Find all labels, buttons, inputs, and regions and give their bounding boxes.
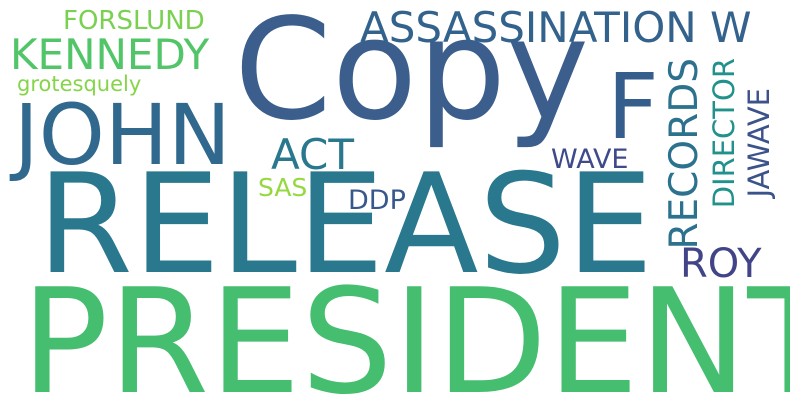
word-jawave: JAWAVE xyxy=(742,88,776,198)
word-wave: WAVE xyxy=(551,144,629,175)
word-records: RECORDS xyxy=(662,58,707,250)
word-roy: ROY xyxy=(680,241,762,287)
word-sas: SAS xyxy=(258,173,308,202)
word-president: PRESIDENT xyxy=(21,258,790,405)
word-f: F xyxy=(607,55,659,160)
word-director: DIRECTOR xyxy=(707,58,741,209)
word-copy: Copy xyxy=(234,0,590,152)
word-john: JOHN xyxy=(14,86,231,184)
word-assassination-w: ASSASSINATION W xyxy=(360,3,752,52)
word-kennedy: KENNEDY xyxy=(10,30,210,79)
word-grotesquely: grotesquely xyxy=(17,72,142,96)
word-ddp: DDP xyxy=(348,185,406,216)
word-forslund: FORSLUND xyxy=(63,6,205,36)
word-release: RELEASE xyxy=(37,144,654,305)
word-act: ACT xyxy=(271,130,354,179)
